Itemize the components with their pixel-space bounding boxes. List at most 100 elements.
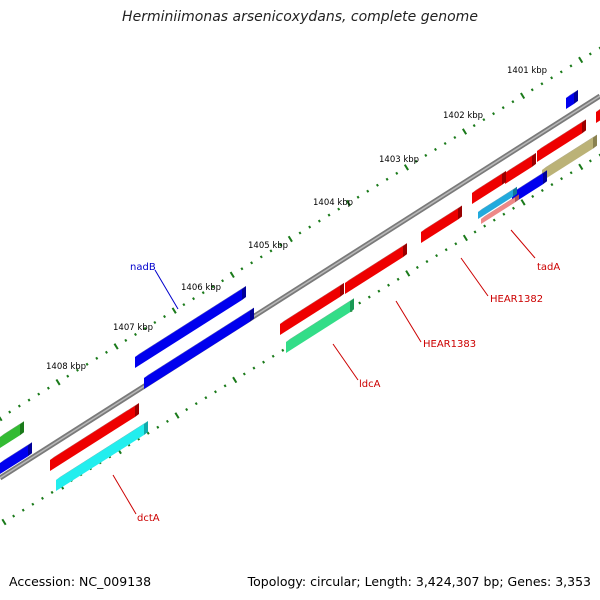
outer-track-minor-tick xyxy=(482,118,486,122)
gene-leader-line xyxy=(112,474,137,515)
outer-track-minor-tick xyxy=(104,350,108,354)
gene-blue-nadb-bevel xyxy=(135,285,246,357)
gene-leader-line xyxy=(154,269,179,310)
inner-track-major-tick xyxy=(1,518,7,526)
outer-track-major-tick xyxy=(345,199,351,207)
inner-track-major-tick xyxy=(520,199,526,206)
gene-label: HEAR1382 xyxy=(490,294,543,305)
outer-track-minor-tick xyxy=(492,112,496,116)
gene-label: dctA xyxy=(137,513,160,524)
inner-track-minor-tick xyxy=(502,212,506,216)
gene-red xyxy=(505,155,532,184)
inner-track-minor-tick xyxy=(204,396,208,400)
outer-track-major-tick xyxy=(461,128,468,135)
tick-label: 1405 kbp xyxy=(248,241,288,251)
inner-track-minor-tick xyxy=(185,407,189,412)
inner-track-minor-tick xyxy=(588,159,592,163)
outer-track-minor-tick xyxy=(95,356,99,360)
outer-track-minor-tick xyxy=(559,70,563,74)
outer-track-minor-tick xyxy=(143,326,147,331)
accession-text: Accession: NC_009138 xyxy=(9,574,152,589)
outer-track-minor-tick xyxy=(327,213,331,217)
inner-track-minor-tick xyxy=(223,384,227,388)
outer-track-minor-tick xyxy=(17,404,21,408)
inner-track-minor-tick xyxy=(31,502,35,506)
outer-track-major-tick xyxy=(171,307,177,314)
outer-track-minor-tick xyxy=(414,159,418,163)
gene-blue-cap xyxy=(543,170,547,185)
inner-track-minor-tick xyxy=(156,425,160,429)
gene-red xyxy=(421,208,458,243)
gene-green-bevel xyxy=(0,421,24,437)
outer-track-minor-tick xyxy=(153,320,157,325)
inner-track-major-tick xyxy=(578,163,584,171)
outer-track-minor-tick xyxy=(66,374,70,378)
outer-track-minor-tick xyxy=(453,135,457,140)
inner-track-minor-tick xyxy=(358,301,362,305)
inner-track-minor-tick xyxy=(21,508,25,512)
inner-track-minor-tick xyxy=(387,283,390,287)
gene-cyan-small-bevel xyxy=(478,186,517,212)
inner-track-minor-tick xyxy=(560,177,564,181)
gene-red xyxy=(280,285,340,335)
inner-track-minor-tick xyxy=(165,419,169,423)
inner-track-minor-tick xyxy=(252,366,256,370)
inner-track-minor-tick xyxy=(425,260,429,264)
genome-summary-text: Topology: circular; Length: 3,424,307 bp… xyxy=(247,574,591,589)
outer-track-minor-tick xyxy=(530,88,534,92)
gene-green-cap xyxy=(20,421,24,436)
gene-red-cap xyxy=(582,119,586,134)
outer-track-major-tick xyxy=(55,378,61,386)
gene-leader-line xyxy=(510,229,536,259)
gene-seagreen xyxy=(286,301,350,353)
outer-track-minor-tick xyxy=(540,82,544,86)
outer-track-minor-tick xyxy=(75,368,79,372)
gene-cyan xyxy=(56,424,144,491)
inner-track-minor-tick xyxy=(396,277,400,281)
gene-cyan-small-cap xyxy=(513,186,517,197)
inner-track-minor-tick xyxy=(271,354,275,358)
gene-red-bevel xyxy=(421,205,462,232)
gene-blue-small xyxy=(566,92,574,109)
inner-track-major-tick xyxy=(174,412,180,419)
outer-track-minor-tick xyxy=(201,291,205,295)
gene-blue-cap xyxy=(250,307,254,322)
tick-label: 1402 kbp xyxy=(443,111,483,121)
tick-label: 1401 kbp xyxy=(507,66,547,76)
inner-track-major-tick xyxy=(462,234,468,242)
inner-track-minor-tick xyxy=(531,194,535,198)
gene-pink xyxy=(481,197,515,224)
gene-red-cap xyxy=(135,402,139,417)
outer-track-minor-tick xyxy=(317,219,321,223)
outer-track-minor-tick xyxy=(443,141,447,146)
gene-label: nadB xyxy=(130,262,156,273)
outer-track-minor-tick xyxy=(192,297,196,301)
gene-seagreen-bevel xyxy=(286,298,354,342)
outer-track-minor-tick xyxy=(182,303,186,307)
gene-red-bevel xyxy=(537,119,586,151)
inner-track-minor-tick xyxy=(146,431,150,435)
inner-track-minor-tick xyxy=(50,490,54,494)
outer-track-minor-tick xyxy=(259,255,263,259)
inner-track-minor-tick xyxy=(435,254,439,258)
outer-track-minor-tick xyxy=(37,392,41,396)
outer-track-major-tick xyxy=(578,56,584,64)
gene-label: ldcA xyxy=(359,379,381,390)
genome-backbone-highlight xyxy=(0,95,600,479)
gene-red-cap xyxy=(403,243,407,258)
gene-cyan-cap xyxy=(144,421,148,436)
inner-track-minor-tick xyxy=(367,295,371,299)
gene-pink-cap xyxy=(515,194,519,203)
outer-track-minor-tick xyxy=(124,338,128,342)
gene-red-bevel xyxy=(50,402,139,460)
gene-red xyxy=(50,405,135,471)
inner-track-minor-tick xyxy=(415,265,419,270)
inner-track-minor-tick xyxy=(214,390,217,394)
outer-track-minor-tick xyxy=(472,124,476,128)
outer-track-minor-tick xyxy=(211,285,215,289)
outer-track-minor-tick xyxy=(385,177,389,181)
outer-track-minor-tick xyxy=(46,386,50,390)
outer-track-minor-tick xyxy=(424,153,428,157)
inner-track-minor-tick xyxy=(12,514,16,518)
gene-red-cap xyxy=(532,152,536,167)
